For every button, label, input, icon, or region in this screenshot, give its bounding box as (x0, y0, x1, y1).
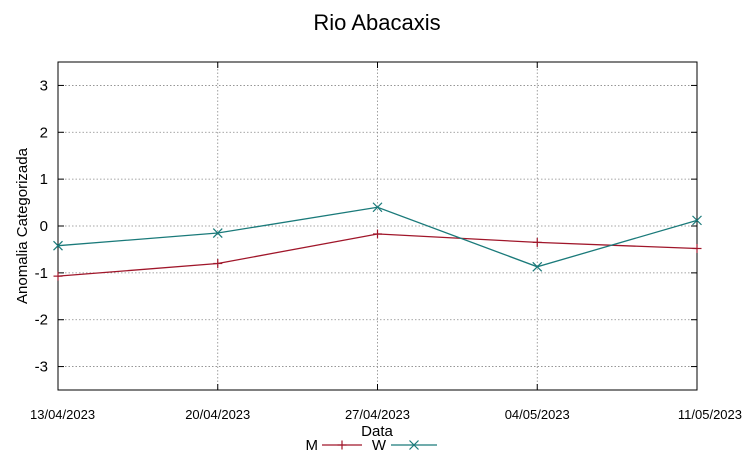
series-m-point (692, 243, 702, 253)
x-tick-label: 13/04/2023 (30, 407, 95, 422)
x-tick-label: 27/04/2023 (345, 407, 410, 422)
y-tick-label: 2 (40, 124, 48, 141)
gridlines (58, 62, 697, 390)
legend-marker-w (409, 440, 419, 450)
series-w-point (532, 261, 543, 272)
series-m-point (532, 237, 542, 247)
series-m-point (213, 258, 223, 268)
y-tick-label: 3 (40, 77, 48, 94)
legend-label-m: M (306, 437, 319, 454)
y-tick-label: 1 (40, 171, 48, 188)
series-m-point (373, 229, 382, 239)
y-tick-label: -2 (35, 312, 48, 329)
series-layer (53, 202, 702, 281)
x-axis-ticks: 13/04/2023 20/04/2023 27/04/2023 04/05/2023… (30, 62, 742, 422)
y-tick-label: 0 (40, 218, 48, 235)
y-tick-label: -3 (35, 359, 48, 376)
x-tick-label: 11/05/2023 (678, 407, 742, 422)
legend-marker-m (337, 440, 347, 450)
series-w-point (372, 202, 383, 213)
series-m-point (53, 271, 63, 281)
chart-title: Rio Abacaxis (313, 10, 440, 35)
series-w-point (212, 228, 223, 238)
legend-label-w: W (372, 437, 387, 454)
y-tick-label: -1 (35, 265, 48, 282)
series-w-point (53, 240, 63, 251)
x-axis-label: Data (361, 423, 393, 440)
y-axis-ticks: -3 -2 -1 0 1 2 3 (35, 77, 697, 376)
x-tick-label: 20/04/2023 (185, 407, 250, 422)
series-w-point (692, 215, 702, 226)
x-tick-label: 04/05/2023 (505, 407, 570, 422)
y-axis-label: Anomalia Categorizada (14, 147, 31, 304)
